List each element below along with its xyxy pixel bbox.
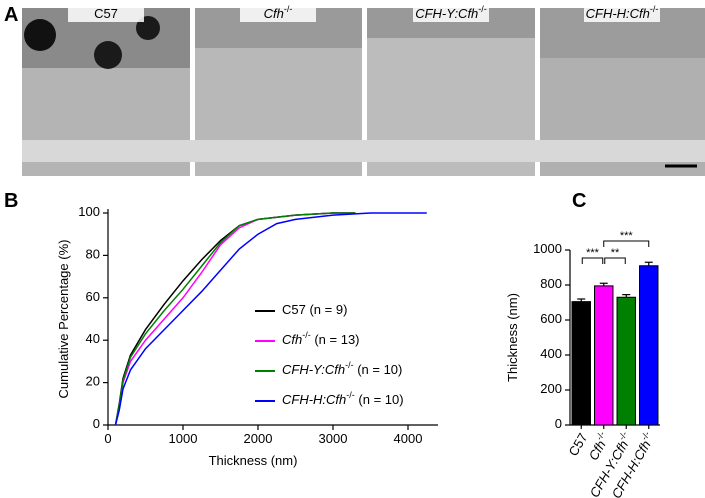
series-line bbox=[114, 212, 356, 426]
x-tick-label: 1000 bbox=[169, 431, 198, 446]
y-tick-label: 40 bbox=[86, 332, 100, 347]
bar bbox=[616, 296, 636, 426]
significance-label: *** bbox=[620, 230, 634, 242]
x-tick-label: 0 bbox=[104, 431, 111, 446]
label-background bbox=[413, 8, 489, 22]
y-tick-label: 800 bbox=[540, 276, 562, 291]
significance-bracket bbox=[581, 257, 604, 264]
y-tick-label: 80 bbox=[86, 247, 100, 262]
y-tick-label: 20 bbox=[86, 374, 100, 389]
micrograph-feature bbox=[24, 19, 56, 51]
series-line bbox=[114, 212, 427, 426]
panel-label: A bbox=[4, 4, 18, 26]
legend-label: CFH-H:Cfh-/- (n = 10) bbox=[282, 390, 404, 407]
y-tick-label: 1000 bbox=[533, 241, 562, 256]
x-tick-label: 2000 bbox=[244, 431, 273, 446]
y-tick-label: 200 bbox=[540, 381, 562, 396]
legend-label: CFH-Y:Cfh-/- (n = 10) bbox=[282, 360, 402, 377]
micrograph-label: Cfh-/- bbox=[264, 4, 293, 21]
label-background bbox=[68, 8, 144, 22]
micrographs bbox=[22, 8, 705, 176]
y-tick-label: 600 bbox=[540, 311, 562, 326]
bar bbox=[571, 301, 591, 426]
y-tick-label: 100 bbox=[78, 204, 100, 219]
y-tick-label: 0 bbox=[555, 416, 562, 431]
x-tick-label: 3000 bbox=[319, 431, 348, 446]
significance-label: ** bbox=[611, 247, 620, 259]
micrograph-region bbox=[22, 140, 705, 162]
panel-label: B bbox=[4, 190, 18, 212]
micrograph-feature bbox=[94, 41, 122, 69]
x-tick-label: 4000 bbox=[394, 431, 423, 446]
micrograph-label: C57 bbox=[94, 6, 118, 21]
x-axis-label: Thickness (nm) bbox=[209, 453, 298, 468]
y-axis-label: Thickness (nm) bbox=[505, 293, 520, 382]
y-tick-label: 400 bbox=[540, 346, 562, 361]
y-tick-label: 60 bbox=[86, 289, 100, 304]
label-background bbox=[240, 8, 316, 22]
legend-label: Cfh-/- (n = 13) bbox=[282, 330, 360, 347]
legend-label: C57 (n = 9) bbox=[282, 302, 347, 317]
label-background bbox=[584, 8, 660, 22]
y-axis-label: Cumulative Percentage (%) bbox=[56, 240, 71, 399]
significance-bracket bbox=[603, 240, 650, 247]
y-tick-label: 0 bbox=[93, 416, 100, 431]
significance-bracket bbox=[604, 257, 626, 264]
significance-label: *** bbox=[586, 247, 600, 259]
micrograph-label: CFH-H:Cfh-/- bbox=[586, 4, 659, 21]
bar bbox=[639, 265, 659, 426]
micrograph-label: CFH-Y:Cfh-/- bbox=[415, 4, 487, 21]
panel-label: C bbox=[572, 190, 586, 212]
bar bbox=[594, 285, 614, 426]
